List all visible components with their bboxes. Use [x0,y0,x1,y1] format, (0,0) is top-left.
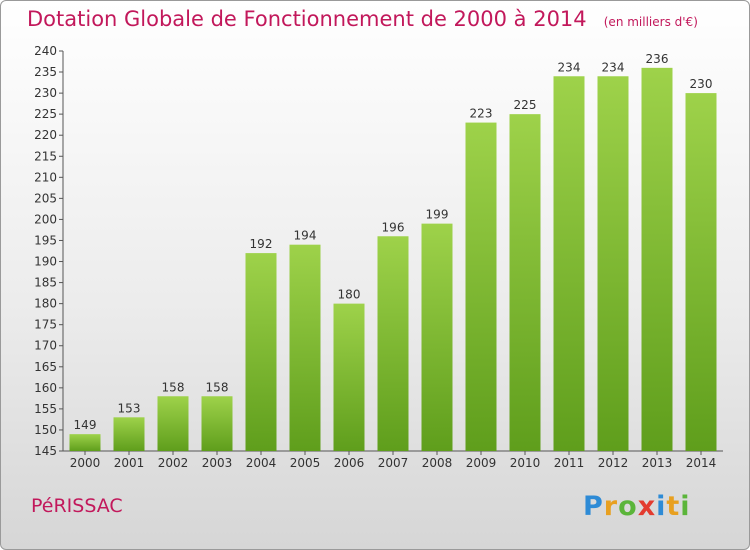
bar-2003 [201,396,233,451]
x-tick-label-2004: 2004 [246,456,277,470]
value-label-2006: 180 [338,288,361,302]
x-tick-label-2008: 2008 [422,456,453,470]
bar-2006 [333,303,365,451]
bar-2002 [157,396,189,451]
y-tick-label: 190 [34,255,57,269]
value-label-2003: 158 [206,380,229,394]
logo-letter: i [656,491,667,522]
bar-2012 [597,76,629,452]
y-tick-label: 165 [34,360,57,374]
logo-letter: i [680,491,691,522]
bar-2001 [113,417,145,451]
bar-2000 [69,434,101,451]
y-tick-label: 160 [34,381,57,395]
y-tick-label: 170 [34,339,57,353]
x-tick-label-2010: 2010 [510,456,541,470]
y-tick-label: 185 [34,276,57,290]
y-tick-label: 210 [34,170,57,184]
bar-2013 [641,67,673,451]
x-tick-label-2006: 2006 [334,456,365,470]
y-tick-label: 155 [34,402,57,416]
value-label-2013: 236 [646,52,669,66]
value-label-2008: 199 [426,208,449,222]
value-label-2007: 196 [382,220,405,234]
x-tick-label-2001: 2001 [114,456,145,470]
logo-letter: t [666,491,681,522]
y-tick-label: 180 [34,297,57,311]
value-label-2001: 153 [118,401,141,415]
bar-2009 [465,122,497,451]
y-tick-label: 200 [34,212,57,226]
y-tick-label: 220 [34,128,57,142]
y-tick-label: 150 [34,423,57,437]
value-label-2011: 234 [558,60,581,74]
bar-2010 [509,114,541,451]
y-tick-label: 215 [34,149,57,163]
logo-letter: P [583,491,604,522]
x-tick-label-2003: 2003 [202,456,233,470]
bars: 149 153 158 158 192 194 180 196 199 223 225 234 234 2… [69,52,717,452]
proxiti-logo: Proxiti [583,491,691,522]
y-tick-label: 235 [34,65,57,79]
bar-2008 [421,223,453,451]
y-tick-label: 195 [34,233,57,247]
y-tick-label: 240 [34,44,57,58]
x-tick-label-2011: 2011 [554,456,585,470]
value-label-2012: 234 [602,60,625,74]
chart-title: Dotation Globale de Fonctionnement de 20… [27,7,587,31]
x-tick-label-2005: 2005 [290,456,321,470]
chart-subtitle: (en milliers d'€) [603,15,698,29]
x-tick-label-2002: 2002 [158,456,189,470]
x-tick-label-2012: 2012 [598,456,629,470]
logo-letter: x [637,491,657,522]
x-tick-label-2009: 2009 [466,456,497,470]
x-tick-label-2014: 2014 [686,456,717,470]
title-row: Dotation Globale de Fonctionnement de 20… [27,7,698,31]
axes: 145 150 155 160 165 170 175 180 185 190 195 200 205 2… [34,44,723,470]
x-tick-label-2007: 2007 [378,456,409,470]
x-tick-label-2013: 2013 [642,456,673,470]
value-label-2010: 225 [514,98,537,112]
x-tick-label-2000: 2000 [70,456,101,470]
value-label-2009: 223 [470,107,493,121]
bar-2014 [685,93,717,452]
value-label-2000: 149 [74,418,97,432]
y-tick-label: 145 [34,444,57,458]
value-label-2014: 230 [690,77,713,91]
y-tick-label: 175 [34,318,57,332]
value-label-2002: 158 [162,380,185,394]
bar-2005 [289,244,321,451]
y-tick-label: 205 [34,191,57,205]
y-tick-label: 225 [34,107,57,121]
commune-name: PéRISSAC [31,495,123,517]
bar-2004 [245,253,277,451]
bar-2007 [377,236,409,451]
value-label-2005: 194 [294,229,317,243]
value-label-2004: 192 [250,237,273,251]
logo-letter: o [618,491,638,522]
y-tick-label: 230 [34,86,57,100]
bar-2011 [553,76,585,452]
logo-letter: r [603,491,619,522]
